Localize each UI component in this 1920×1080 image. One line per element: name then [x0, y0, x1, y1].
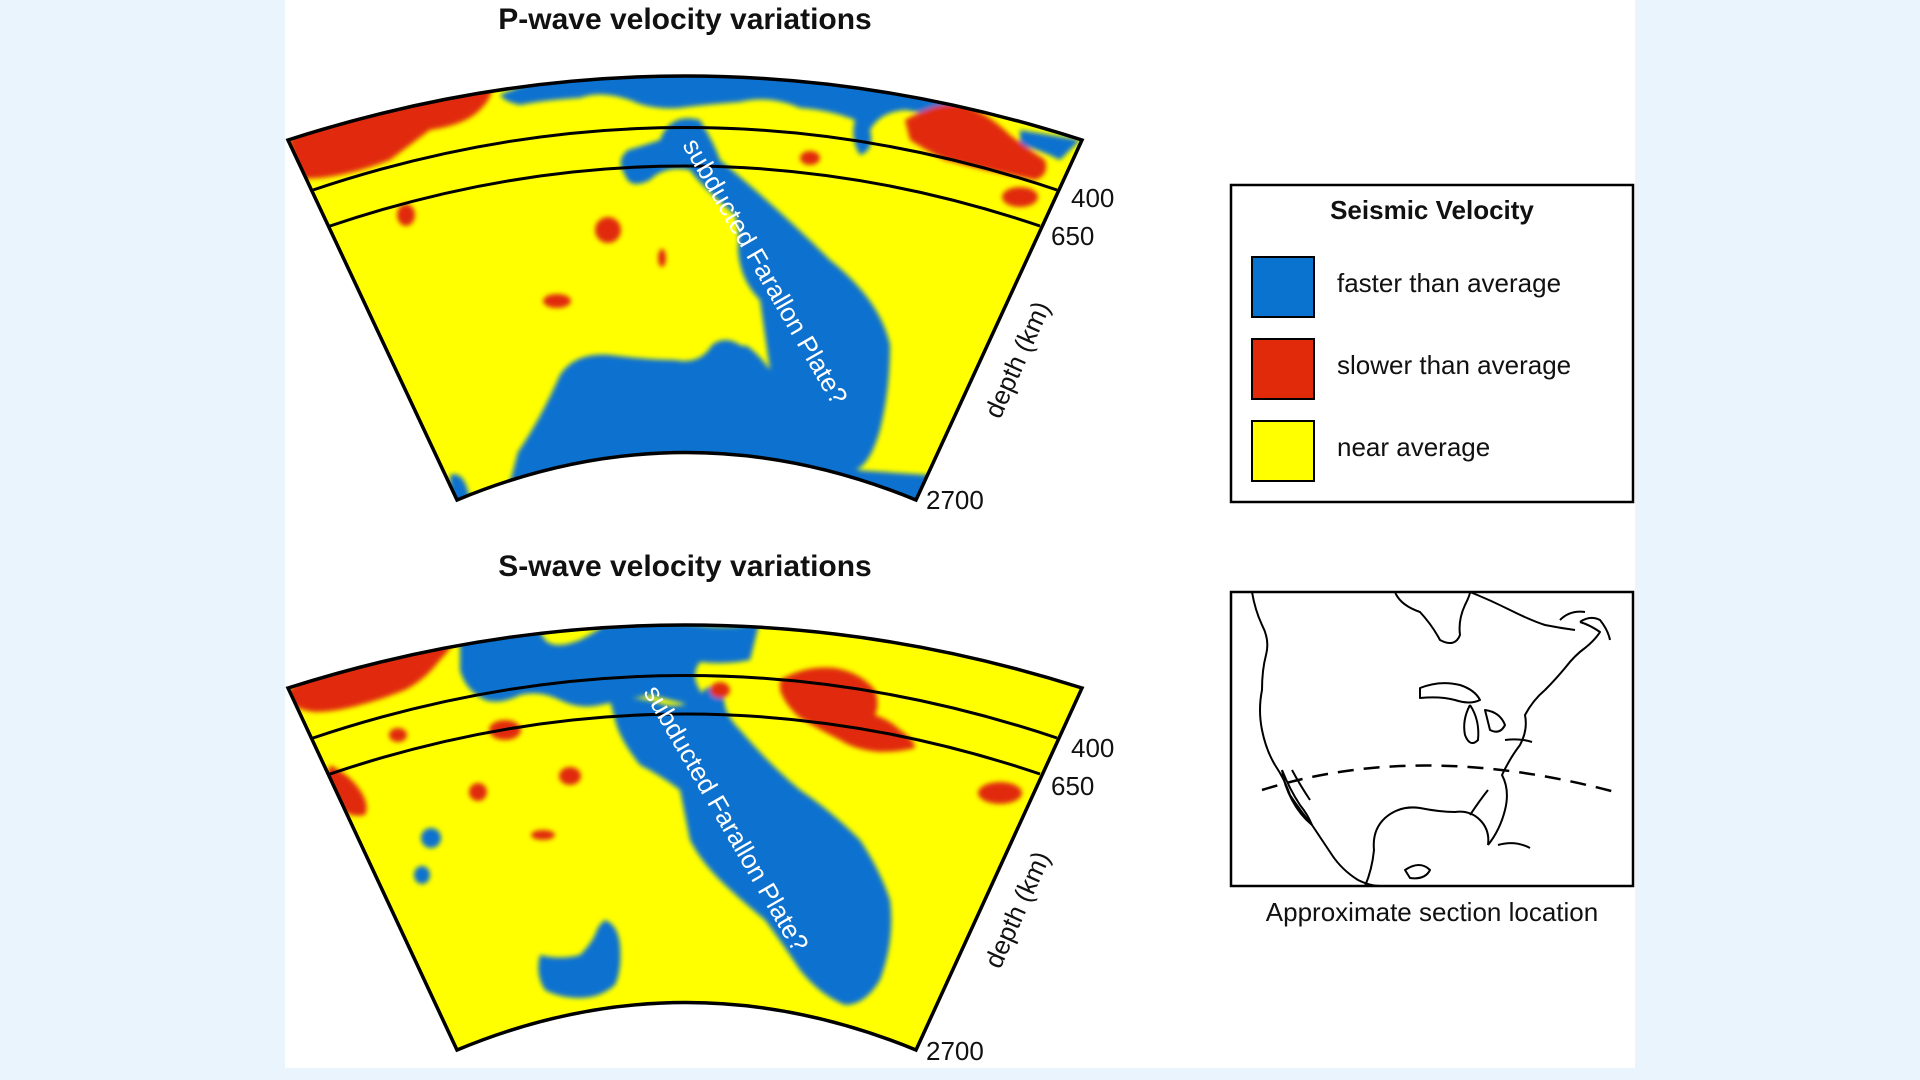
- map-caption: Approximate section location: [1266, 897, 1598, 927]
- section-location-line: [1261, 764, 1616, 794]
- s-depth-tick-650: 650: [1051, 771, 1094, 801]
- p-slow-anomaly-spot-4: [800, 151, 820, 165]
- legend-swatch-slow: [1251, 338, 1315, 400]
- p-depth-tick-650: 650: [1051, 221, 1094, 251]
- p-depth-line-400: [312, 126, 1058, 192]
- s-depth-tick-2700: 2700: [926, 1036, 984, 1066]
- s-fast-anomaly-bottom: [538, 920, 621, 998]
- p-slow-anomaly-small-right: [1002, 187, 1038, 207]
- p-slow-anomaly-spot-2: [397, 204, 415, 226]
- s-fast-anomaly-small-1: [421, 828, 441, 848]
- s-depth-line-400: [312, 674, 1058, 740]
- p-depth-tick-2700: 2700: [926, 485, 984, 515]
- p-wave-title: P-wave velocity variations: [498, 3, 872, 36]
- s-depth-line-650: [329, 712, 1041, 776]
- s-wave-section: 400 650 2700 depth (km) subducted Farall…: [285, 623, 1114, 1066]
- legend-title: Seismic Velocity: [1330, 195, 1534, 225]
- p-section-outline: [285, 74, 1085, 503]
- p-slow-anomaly-spot-1: [595, 217, 621, 243]
- s-slow-anomaly-spot-6: [978, 782, 1022, 804]
- p-slow-anomaly-upper-right: [905, 104, 1047, 180]
- map-frame: [1229, 590, 1635, 888]
- s-wave-title: S-wave velocity variations: [498, 550, 872, 583]
- p-depth-tick-400: 400: [1071, 183, 1114, 213]
- location-map: Approximate section location: [1229, 590, 1635, 927]
- s-slow-anomaly-spot-7: [710, 682, 730, 698]
- s-slow-anomaly-spot-3: [559, 767, 581, 785]
- s-fast-anomaly-small-2: [414, 866, 430, 884]
- p-slow-anomaly-upper-left: [288, 79, 492, 179]
- legend-swatch-fast: [1251, 256, 1315, 318]
- s-slow-anomaly-spot-2: [389, 728, 407, 742]
- s-slow-anomaly-left-edge: [325, 765, 367, 816]
- legend-label-slow: slower than average: [1337, 350, 1571, 380]
- s-section-outline: [285, 623, 1085, 1053]
- p-wave-section: 400 650 2700 depth (km) subducted Farall…: [285, 74, 1114, 515]
- s-slow-anomaly-spot-5: [531, 830, 555, 840]
- legend: Seismic Velocity faster than average slo…: [1229, 183, 1635, 504]
- p-slow-anomaly-spot-5: [658, 249, 666, 267]
- p-depth-line-650: [329, 164, 1041, 228]
- p-slow-anomaly-spot-3: [543, 294, 571, 308]
- s-slow-anomaly-spot-4: [469, 783, 487, 801]
- p-fast-anomaly-upper-right: [1020, 130, 1080, 160]
- legend-swatch-near: [1251, 420, 1315, 482]
- legend-label-fast: faster than average: [1337, 268, 1561, 298]
- s-depth-tick-400: 400: [1071, 733, 1114, 763]
- s-subducted-plate: [610, 686, 892, 1005]
- legend-label-near: near average: [1337, 432, 1490, 462]
- north-america-map-icon: [1251, 592, 1611, 886]
